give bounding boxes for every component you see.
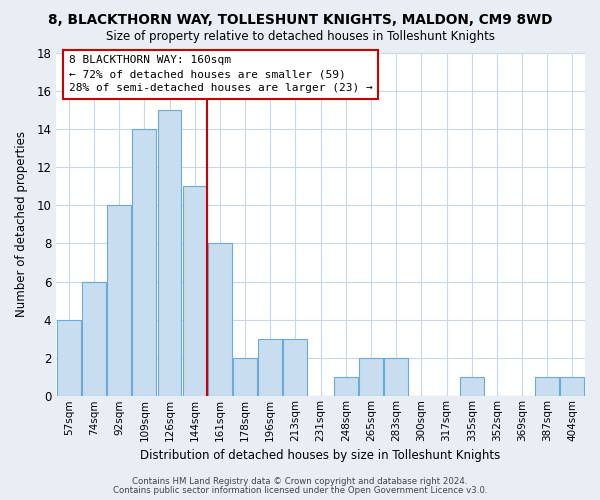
Text: Contains public sector information licensed under the Open Government Licence v3: Contains public sector information licen…	[113, 486, 487, 495]
Text: 8, BLACKTHORN WAY, TOLLESHUNT KNIGHTS, MALDON, CM9 8WD: 8, BLACKTHORN WAY, TOLLESHUNT KNIGHTS, M…	[48, 12, 552, 26]
Text: 8 BLACKTHORN WAY: 160sqm
← 72% of detached houses are smaller (59)
28% of semi-d: 8 BLACKTHORN WAY: 160sqm ← 72% of detach…	[69, 56, 373, 94]
Bar	[535, 377, 559, 396]
Bar	[560, 377, 584, 396]
Y-axis label: Number of detached properties: Number of detached properties	[15, 132, 28, 318]
X-axis label: Distribution of detached houses by size in Tolleshunt Knights: Distribution of detached houses by size …	[140, 450, 501, 462]
Bar	[107, 206, 131, 396]
Bar	[133, 129, 156, 396]
Bar	[334, 377, 358, 396]
Bar	[57, 320, 81, 396]
Bar	[158, 110, 181, 397]
Text: Size of property relative to detached houses in Tolleshunt Knights: Size of property relative to detached ho…	[106, 30, 494, 43]
Bar	[183, 186, 206, 396]
Bar	[208, 244, 232, 396]
Bar	[283, 339, 307, 396]
Bar	[258, 339, 282, 396]
Bar	[233, 358, 257, 397]
Bar	[384, 358, 408, 397]
Bar	[82, 282, 106, 397]
Bar	[460, 377, 484, 396]
Bar	[359, 358, 383, 397]
Text: Contains HM Land Registry data © Crown copyright and database right 2024.: Contains HM Land Registry data © Crown c…	[132, 477, 468, 486]
